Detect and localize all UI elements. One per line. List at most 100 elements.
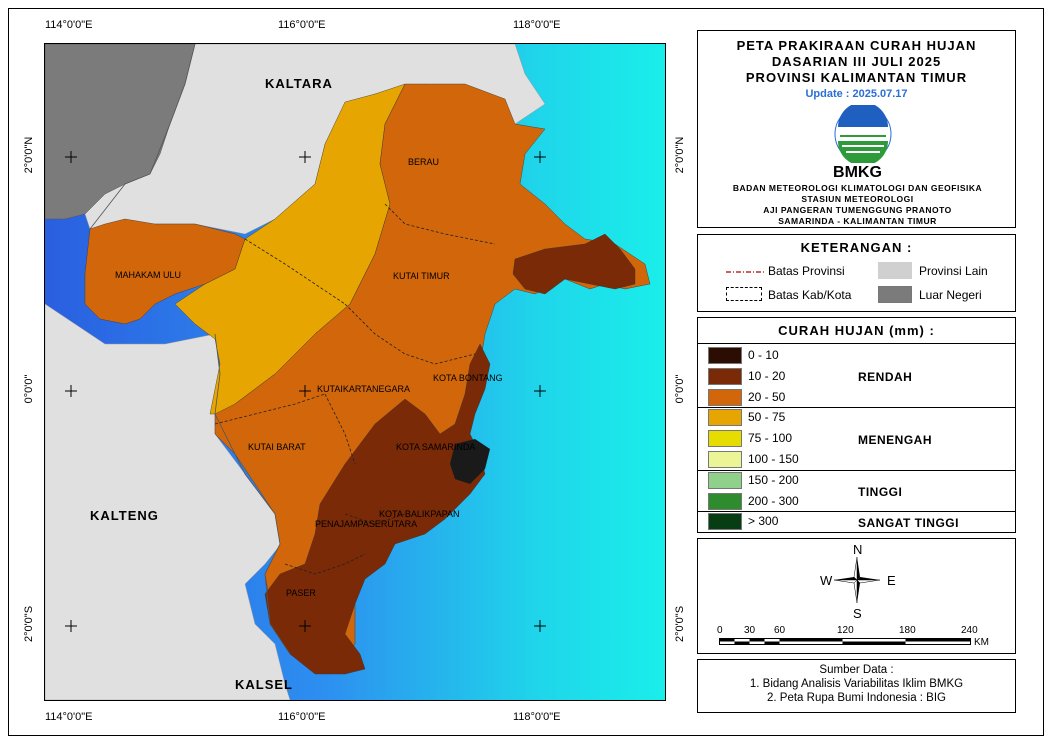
district-boundaries [214, 203, 496, 575]
update-date: Update : 2025.07.17 [805, 88, 908, 100]
bmkg-logo-text: BMKG [833, 164, 882, 181]
label-kalteng: KALTENG [90, 508, 159, 523]
rain-class-row: 200 - 300 [698, 491, 1015, 512]
lat-label-right-2s: 2°0'0"S [674, 605, 686, 643]
agency-line2: STASIUN METEOROLOGI [801, 194, 914, 204]
rain-class-row: 150 - 200 [698, 470, 1015, 491]
rain-class-swatch [708, 388, 742, 406]
graticule [65, 151, 546, 632]
rain-class-row: 0 - 10 [698, 345, 1015, 366]
rain-10-20-sangkulirang [512, 233, 636, 295]
lon-label-top-116: 116°0'0"E [278, 19, 326, 31]
lat-label-left-0: 0°0'0" [23, 374, 35, 404]
province-boundary [89, 44, 291, 655]
rain-class-swatch [708, 347, 742, 364]
lon-label-bottom-116: 116°0'0"E [278, 711, 326, 723]
sumber-title: Sumber Data : [819, 664, 894, 676]
compass-e: E [887, 573, 896, 588]
compass-n: N [853, 542, 863, 557]
rain-class-label: 0 - 10 [748, 348, 779, 362]
scale-tick-30: 30 [744, 625, 756, 636]
label-kota-samarinda: KOTA SAMARINDA [396, 442, 476, 452]
rain-class-label: 100 - 150 [748, 452, 799, 466]
batas-kab-label: Batas Kab/Kota [768, 288, 852, 302]
compass-w: W [820, 573, 833, 588]
rain-class-label: 200 - 300 [748, 493, 799, 508]
compass-rose-icon [833, 556, 881, 604]
curah-hujan-panel: CURAH HUJAN (mm) : 0 - 10 10 - 20 20 - 50 5… [697, 317, 1016, 533]
provinsi-lain-label: Provinsi Lain [919, 264, 988, 278]
luar-negeri-label: Luar Negeri [919, 288, 982, 302]
rain-class-row: > 300 [698, 511, 1015, 532]
title-panel: PETA PRAKIRAAN CURAH HUJAN DASARIAN III … [697, 30, 1016, 228]
label-berau: BERAU [408, 157, 440, 167]
lat-label-right-0: 0°0'0" [674, 374, 686, 404]
agency-line4: SAMARINDA - KALIMANTAN TIMUR [778, 216, 937, 226]
lon-label-bottom-114: 114°0'0"E [45, 711, 93, 723]
category-divider-1 [698, 407, 1015, 408]
label-kutai-barat: KUTAI BARAT [248, 442, 306, 452]
category-menengah: MENENGAH [858, 433, 933, 447]
scale-tick-120: 120 [837, 625, 854, 636]
rain-class-label: 75 - 100 [748, 431, 793, 446]
rainfall-map: KALTARA KALTENG KALSEL BERAU MAHAKAM ULU… [44, 43, 666, 701]
rain-class-label: 150 - 200 [748, 472, 799, 487]
rain-class-row: 100 - 150 [698, 449, 1015, 470]
lat-label-left-2s: 2°0'0"S [23, 605, 35, 643]
rain-class-swatch [708, 492, 742, 510]
label-kaltara: KALTARA [265, 76, 333, 91]
lon-label-top-118: 118°0'0"E [513, 19, 561, 31]
batas-provinsi-symbol [726, 271, 764, 273]
rain-class-row: 10 - 20 [698, 366, 1015, 387]
rain-class-row: 50 - 75 [698, 407, 1015, 428]
category-divider-3 [698, 511, 1015, 512]
map-canvas [45, 44, 665, 700]
rain-class-swatch [708, 367, 742, 385]
label-kota-bontang: KOTA BONTANG [433, 373, 503, 383]
rain-class-row: 20 - 50 [698, 387, 1015, 408]
rain-class-label: 10 - 20 [748, 368, 786, 383]
lat-label-left-2n: 2°0'0"N [23, 136, 35, 174]
category-tinggi: TINGGI [858, 485, 903, 499]
curah-hujan-divider [698, 343, 1015, 344]
scale-unit: KM [974, 637, 989, 648]
sumber-line1: 1. Bidang Analisis Variabilitas Iklim BM… [749, 678, 964, 690]
scale-tick-60: 60 [774, 625, 786, 636]
label-kutai-timur: KUTAI TIMUR [393, 271, 450, 281]
rain-class-swatch [708, 513, 742, 531]
rain-class-label: 20 - 50 [748, 389, 786, 404]
category-divider-2 [698, 470, 1015, 471]
label-penajam: PENAJAMPASERUTARA [315, 519, 418, 529]
rain-class-label: > 300 [748, 514, 779, 529]
batas-kab-symbol [726, 287, 762, 301]
mahakam-delta [450, 439, 490, 484]
rain-class-swatch [708, 409, 742, 427]
provinsi-lain-swatch [878, 262, 912, 279]
rain-class-row: 75 - 100 [698, 428, 1015, 449]
category-rendah: RENDAH [858, 370, 913, 384]
label-mahakam-ulu: MAHAKAM ULU [115, 270, 182, 280]
rain-class-swatch [708, 471, 742, 489]
sumber-panel: Sumber Data : 1. Bidang Analisis Variabi… [697, 659, 1016, 713]
title-line1: PETA PRAKIRAAN CURAH HUJAN [736, 38, 977, 53]
map-frame [8, 8, 1044, 736]
compass-scale-panel: N S W E 0 30 60 120 180 240 KM [697, 538, 1016, 654]
category-sangat-tinggi: SANGAT TINGGI [858, 516, 959, 530]
rain-20-50-west [84, 218, 246, 325]
scale-tick-180: 180 [899, 625, 916, 636]
agency-line1: BADAN METEOROLOGI KLIMATOLOGI DAN GEOFIS… [732, 183, 983, 193]
lon-label-bottom-118: 118°0'0"E [513, 711, 561, 723]
compass-s: S [853, 606, 862, 621]
bmkg-logo [834, 102, 892, 166]
label-paser: PASER [286, 588, 316, 598]
keterangan-title: KETERANGAN : [800, 240, 913, 255]
label-kota-balikpapan: KOTA BALIKPAPAN [379, 509, 460, 519]
scale-tick-240: 240 [961, 625, 978, 636]
rain-class-label: 50 - 75 [748, 410, 786, 425]
keterangan-panel: KETERANGAN : Batas Provinsi Batas Kab/Ko… [697, 234, 1016, 312]
lat-label-right-2n: 2°0'0"N [674, 136, 686, 174]
title-line2: DASARIAN III JULI 2025 [771, 54, 942, 69]
label-kutai-kartanegara: KUTAIKARTANEGARA [317, 384, 411, 394]
lon-label-top-114: 114°0'0"E [45, 19, 93, 31]
sumber-line2: 2. Peta Rupa Bumi Indonesia : BIG [767, 692, 946, 704]
